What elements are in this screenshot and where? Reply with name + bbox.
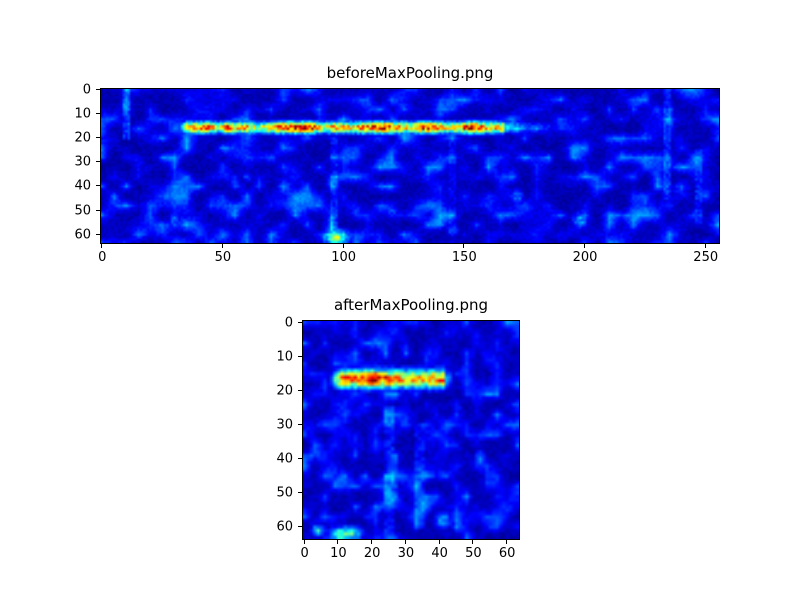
x-tick-label: 10 [330, 546, 347, 561]
x-tick-label: 20 [363, 546, 381, 561]
x-tick-mark [438, 540, 440, 544]
y-tick-mark [298, 457, 302, 459]
y-tick-label: 40 [276, 451, 293, 467]
x-tick-label: 50 [214, 250, 232, 265]
x-tick-label: 60 [498, 546, 516, 561]
x-tick-label: 200 [572, 250, 598, 265]
y-tick-mark [298, 355, 302, 357]
y-tick-label: 20 [74, 130, 91, 146]
x-tick-label: 30 [397, 546, 415, 561]
y-tick-mark [96, 209, 100, 211]
x-tick-label: 250 [693, 250, 719, 265]
x-tick-mark [101, 244, 103, 248]
y-tick-label: 50 [276, 485, 293, 501]
x-tick-mark [463, 244, 465, 248]
x-tick-mark [221, 244, 223, 248]
y-tick-mark [298, 423, 302, 425]
y-tick-mark [96, 233, 100, 235]
after-heatmap-image [303, 321, 519, 539]
y-tick-label: 20 [276, 383, 293, 399]
x-tick-mark [584, 244, 586, 248]
y-tick-mark [298, 389, 302, 391]
before-maxpooling-axes: beforeMaxPooling.png 0 50 100 150 200 250 0 10 2… [74, 64, 720, 264]
y-tick-mark [96, 113, 100, 115]
x-tick-label: 50 [465, 546, 482, 561]
x-tick-mark [337, 540, 339, 544]
y-tick-label: 60 [74, 227, 91, 243]
y-tick-mark [298, 492, 302, 494]
x-tick-mark [472, 540, 474, 544]
y-tick-mark [96, 137, 100, 139]
after-plot-title: afterMaxPooling.png [333, 296, 489, 314]
y-tick-mark [96, 185, 100, 187]
x-tick-label: 0 [300, 546, 309, 561]
x-tick-label: 40 [431, 546, 448, 561]
x-tick-mark [404, 540, 406, 544]
y-tick-label: 10 [74, 106, 91, 122]
y-tick-mark [96, 161, 100, 163]
y-tick-label: 30 [74, 154, 91, 170]
x-tick-label: 0 [98, 250, 107, 265]
x-tick-mark [704, 244, 706, 248]
y-tick-label: 60 [276, 519, 293, 535]
y-tick-label: 0 [82, 82, 91, 98]
before-heatmap-image [101, 89, 719, 243]
y-tick-mark [298, 526, 302, 528]
x-tick-mark [371, 540, 373, 544]
x-tick-label: 150 [451, 250, 477, 265]
y-tick-label: 10 [276, 349, 293, 365]
before-plot-title: beforeMaxPooling.png [326, 64, 494, 82]
x-tick-mark [303, 540, 305, 544]
y-tick-label: 0 [284, 315, 293, 331]
y-tick-label: 30 [276, 417, 293, 433]
x-tick-mark [342, 244, 344, 248]
y-tick-mark [96, 89, 100, 91]
y-tick-mark [298, 321, 302, 323]
x-tick-label: 100 [331, 250, 357, 265]
after-maxpooling-axes: afterMaxPooling.png 0 10 20 30 40 50 60 0 10 20 30… [276, 296, 520, 560]
x-tick-mark [506, 540, 508, 544]
y-tick-label: 40 [74, 178, 91, 194]
y-tick-label: 50 [74, 203, 91, 219]
